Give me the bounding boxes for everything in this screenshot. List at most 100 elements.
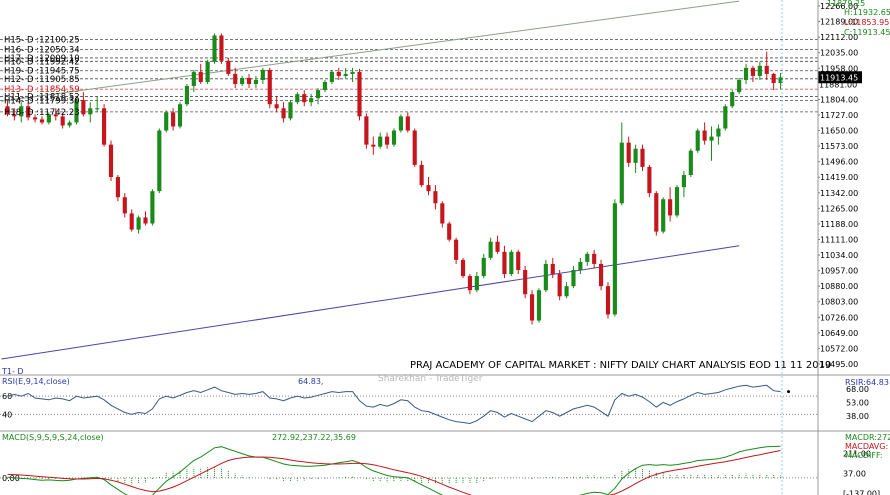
candle-body <box>95 108 100 110</box>
candle-body <box>688 150 693 175</box>
macd-value-label: 272.92,237.22,35.69 <box>272 433 356 442</box>
price-tick-label: 11958.00 <box>820 64 858 73</box>
candle-body <box>74 100 79 123</box>
candle-body <box>39 119 45 123</box>
candle-body <box>737 79 742 93</box>
candle-body <box>267 69 272 105</box>
price-tick-label: 10649.00 <box>820 329 858 338</box>
candle-body <box>778 77 783 84</box>
level-label: H14- D :11799.30 <box>4 96 80 106</box>
price-tick-label: 10495.00 <box>820 360 858 369</box>
candle-body <box>578 261 583 271</box>
price-tick-label: 11650.00 <box>820 127 858 136</box>
price-tick-label: 12266.00 <box>820 2 858 11</box>
candle-body <box>716 128 721 137</box>
candle-body <box>730 92 735 107</box>
candle-body <box>585 253 590 262</box>
candle-body <box>46 114 51 123</box>
candle-body <box>26 106 31 118</box>
price-tick-label: 11265.00 <box>820 204 858 213</box>
price-tick-label: 11496.00 <box>820 158 858 167</box>
candle-body <box>198 71 203 83</box>
macd-left-tick: 0.00 <box>2 474 20 483</box>
candle-body <box>53 114 58 117</box>
candle-body <box>654 193 659 232</box>
candle-body <box>316 90 321 99</box>
macd-right-label-3: MACDIFF: <box>845 451 883 460</box>
candle-body <box>454 239 459 260</box>
level-lines <box>0 39 818 113</box>
candle-body <box>509 251 514 275</box>
candle-body <box>481 257 486 277</box>
candle-body <box>571 270 576 287</box>
candle-body <box>398 116 403 131</box>
candle-body <box>364 116 369 145</box>
candle-body <box>233 73 238 85</box>
ohlc-low: L:11853.95 <box>844 18 889 27</box>
candle-body <box>709 136 714 141</box>
candle-body <box>309 98 314 103</box>
candle-body <box>391 130 397 145</box>
candle-body <box>502 251 507 275</box>
candle-body <box>336 71 341 76</box>
candle-body <box>322 82 328 91</box>
candle-body <box>612 203 617 315</box>
macd-line <box>7 445 781 495</box>
level-label: H10- D :11992.42 <box>4 57 80 67</box>
candle-body <box>426 185 431 192</box>
macd-right-label-1: MACDR:272. <box>845 433 890 442</box>
level-label: H11- D :11818.52 <box>4 92 80 102</box>
rsi-line <box>7 384 781 425</box>
level-label: H12- D :11905.85 <box>4 75 80 85</box>
candle-body <box>226 60 231 74</box>
rsi-right-tick: 68.00 <box>846 385 869 394</box>
macd-right-tick: 37.00 <box>843 470 866 479</box>
candle-body <box>212 35 217 62</box>
candle-body <box>371 144 376 147</box>
candle-body <box>647 166 652 194</box>
candle-body <box>219 35 224 61</box>
price-tick-label: 12112.00 <box>820 33 858 42</box>
candle-body <box>681 174 686 188</box>
price-tick-label: 11342.00 <box>820 189 858 198</box>
candle-body <box>605 286 611 315</box>
candle-body <box>633 148 638 163</box>
rsi-panel: 60 40 68.00 53.00 38.00 <box>0 384 869 425</box>
candle-body <box>626 142 631 163</box>
candle-body <box>661 199 666 232</box>
price-tick-label: 10957.00 <box>820 267 858 276</box>
candle-body <box>743 67 749 80</box>
candle-body <box>550 263 555 275</box>
candle-body <box>164 112 169 131</box>
candle-body <box>12 114 17 117</box>
price-tick-label: 11727.00 <box>820 111 858 120</box>
candle-body <box>619 142 624 204</box>
candle-body <box>488 241 493 258</box>
candle-body <box>695 130 700 151</box>
candle-body <box>516 251 521 271</box>
candle-body <box>474 276 479 291</box>
candle-body <box>143 217 148 224</box>
candle-body <box>750 67 756 76</box>
price-tick-label: 12035.00 <box>820 49 858 58</box>
candle-body <box>108 144 114 178</box>
period-label: T1- D <box>1 367 24 376</box>
candle-body <box>378 136 383 147</box>
macd-signal-line <box>7 450 781 495</box>
level-label: H15- D :12100.25 <box>4 36 80 46</box>
watermark: Sharekhan - TradeTiger <box>378 374 483 384</box>
candle-body <box>385 136 390 145</box>
price-tick-label: 11573.00 <box>820 142 858 151</box>
candle-body <box>343 73 348 76</box>
price-tick-label: 12189.00 <box>820 18 858 27</box>
candle-body <box>295 94 300 103</box>
candle-body <box>240 77 245 85</box>
candle-body <box>447 223 452 240</box>
candle-body <box>557 274 562 297</box>
candle-body <box>757 65 762 76</box>
top-cut-label: 11879.25 <box>827 0 865 8</box>
level-label: H19- D :11945.75 <box>4 67 80 77</box>
candle-body <box>32 117 38 120</box>
candle-body <box>668 199 673 216</box>
